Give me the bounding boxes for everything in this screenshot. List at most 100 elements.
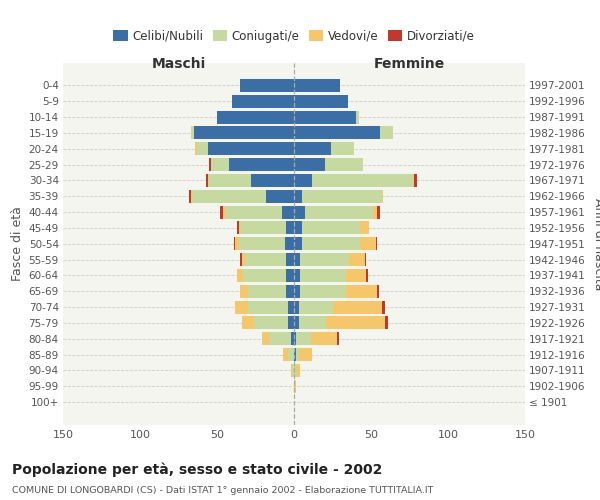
- Bar: [294, 174, 313, 187]
- Bar: [349, 253, 365, 266]
- Bar: [237, 222, 239, 234]
- Bar: [385, 316, 388, 330]
- Bar: [299, 300, 332, 314]
- Bar: [294, 222, 302, 234]
- Bar: [235, 238, 239, 250]
- Bar: [305, 206, 373, 218]
- Text: Maschi: Maschi: [151, 57, 206, 71]
- Bar: [300, 253, 349, 266]
- Bar: [294, 95, 348, 108]
- Bar: [294, 284, 300, 298]
- Bar: [248, 300, 288, 314]
- Bar: [243, 269, 286, 282]
- Bar: [296, 348, 299, 361]
- Bar: [382, 190, 383, 203]
- Bar: [294, 206, 305, 218]
- Bar: [234, 238, 235, 250]
- Bar: [294, 348, 296, 361]
- Bar: [208, 174, 251, 187]
- Bar: [292, 364, 294, 377]
- Bar: [242, 316, 254, 330]
- Bar: [269, 332, 291, 345]
- Bar: [294, 253, 300, 266]
- Bar: [300, 284, 346, 298]
- Bar: [377, 284, 379, 298]
- Bar: [291, 364, 292, 377]
- Bar: [294, 316, 299, 330]
- Bar: [220, 206, 223, 218]
- Bar: [245, 253, 286, 266]
- Bar: [240, 79, 294, 92]
- Bar: [239, 238, 285, 250]
- Bar: [189, 190, 191, 203]
- Bar: [294, 126, 380, 140]
- Bar: [240, 284, 248, 298]
- Bar: [193, 190, 266, 203]
- Bar: [254, 316, 288, 330]
- Bar: [229, 158, 294, 171]
- Bar: [294, 110, 356, 124]
- Bar: [235, 300, 248, 314]
- Bar: [360, 238, 376, 250]
- Bar: [196, 142, 197, 156]
- Bar: [291, 332, 294, 345]
- Bar: [206, 174, 208, 187]
- Bar: [373, 206, 377, 218]
- Bar: [288, 316, 294, 330]
- Bar: [294, 190, 302, 203]
- Bar: [286, 253, 294, 266]
- Bar: [281, 206, 294, 218]
- Bar: [296, 332, 311, 345]
- Bar: [296, 364, 300, 377]
- Bar: [288, 300, 294, 314]
- Bar: [294, 158, 325, 171]
- Bar: [217, 110, 294, 124]
- Bar: [237, 269, 243, 282]
- Bar: [191, 126, 194, 140]
- Text: COMUNE DI LONGOBARDI (CS) - Dati ISTAT 1° gennaio 2002 - Elaborazione TUTTITALIA: COMUNE DI LONGOBARDI (CS) - Dati ISTAT 1…: [12, 486, 433, 495]
- Legend: Celibi/Nubili, Coniugati/e, Vedovi/e, Divorziati/e: Celibi/Nubili, Coniugati/e, Vedovi/e, Di…: [109, 25, 479, 48]
- Bar: [240, 222, 286, 234]
- Bar: [285, 238, 294, 250]
- Bar: [313, 174, 413, 187]
- Bar: [365, 253, 367, 266]
- Text: Femmine: Femmine: [374, 57, 445, 71]
- Bar: [286, 269, 294, 282]
- Bar: [337, 332, 338, 345]
- Bar: [414, 174, 417, 187]
- Bar: [294, 332, 296, 345]
- Bar: [197, 142, 208, 156]
- Bar: [283, 348, 288, 361]
- Bar: [294, 380, 296, 392]
- Bar: [232, 95, 294, 108]
- Bar: [294, 300, 299, 314]
- Bar: [294, 238, 302, 250]
- Bar: [209, 158, 211, 171]
- Bar: [325, 158, 364, 171]
- Bar: [331, 142, 354, 156]
- Bar: [262, 332, 269, 345]
- Bar: [239, 222, 240, 234]
- Text: Popolazione per età, sesso e stato civile - 2002: Popolazione per età, sesso e stato civil…: [12, 462, 382, 477]
- Bar: [286, 222, 294, 234]
- Bar: [242, 253, 245, 266]
- Bar: [302, 238, 360, 250]
- Bar: [224, 206, 281, 218]
- Bar: [299, 316, 326, 330]
- Bar: [248, 284, 286, 298]
- Bar: [377, 206, 380, 218]
- Y-axis label: Fasce di età: Fasce di età: [11, 206, 25, 281]
- Bar: [240, 253, 242, 266]
- Bar: [288, 348, 294, 361]
- Bar: [302, 190, 382, 203]
- Bar: [251, 174, 294, 187]
- Bar: [300, 269, 346, 282]
- Bar: [360, 222, 370, 234]
- Bar: [294, 142, 331, 156]
- Bar: [299, 348, 313, 361]
- Bar: [356, 110, 359, 124]
- Bar: [302, 222, 360, 234]
- Bar: [376, 238, 377, 250]
- Bar: [194, 126, 294, 140]
- Bar: [286, 284, 294, 298]
